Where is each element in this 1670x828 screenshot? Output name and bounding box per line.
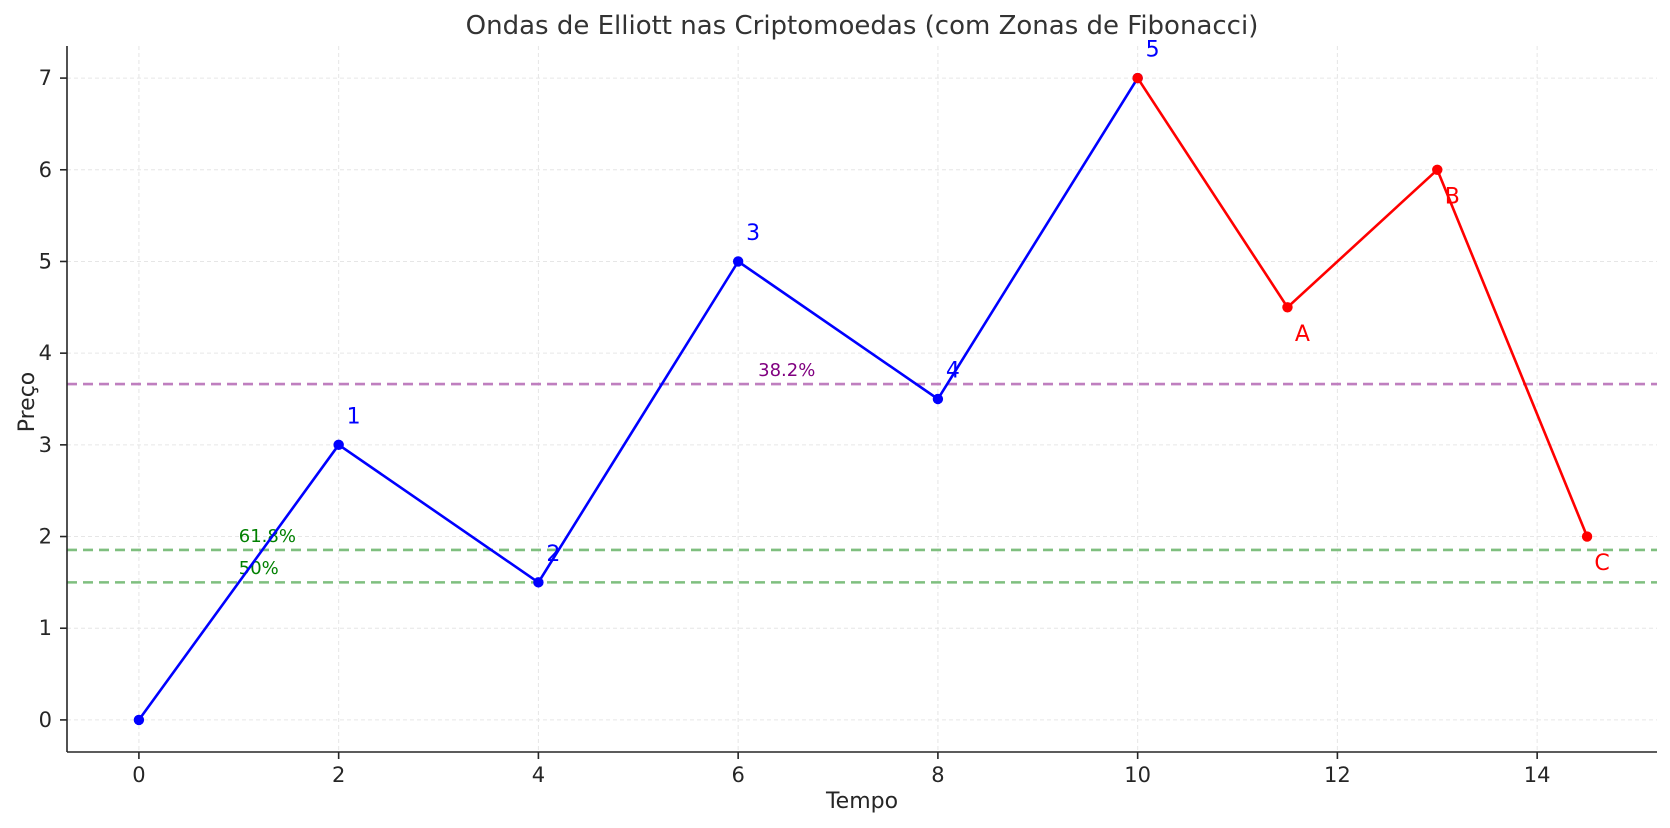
y-axis-ticks: 0 1 2 3 4 5 6 7 — [39, 66, 67, 732]
x-tick-label: 0 — [132, 763, 145, 787]
series — [133, 72, 1593, 726]
x-tick-label: 14 — [1524, 763, 1551, 787]
x-axis-title: Tempo — [825, 789, 898, 814]
y-tick-label: 0 — [39, 708, 52, 732]
x-axis-ticks: 0 2 4 6 8 10 12 14 — [132, 752, 1551, 787]
y-tick-label: 2 — [39, 525, 52, 549]
series-line — [1136, 77, 1589, 537]
data-point — [932, 393, 944, 405]
fib-level-label: 38.2% — [758, 360, 815, 381]
point-labels: 1 2 3 4 5 A B C — [347, 38, 1610, 576]
x-tick-label: 12 — [1324, 763, 1351, 787]
data-point — [333, 439, 344, 451]
data-point — [533, 577, 544, 588]
wave-label: 1 — [347, 404, 361, 429]
fib-level-label: 61.8% — [239, 526, 296, 547]
y-tick-label: 3 — [39, 433, 52, 457]
wave-label: 2 — [546, 542, 560, 567]
chart-title: Ondas de Elliott nas Criptomoedas (com Z… — [466, 11, 1259, 41]
y-tick-label: 1 — [39, 616, 52, 640]
y-tick-label: 7 — [39, 66, 52, 90]
fib-level-label: 50% — [239, 558, 279, 579]
x-tick-label: 6 — [731, 763, 744, 787]
wave-label: C — [1594, 551, 1609, 576]
grid — [67, 46, 1657, 752]
y-axis-title: Preço — [15, 372, 40, 433]
y-tick-label: 4 — [39, 341, 52, 365]
wave-label: 4 — [946, 358, 960, 383]
series-line — [137, 77, 1139, 721]
y-tick-label: 6 — [39, 158, 52, 182]
wave-label: A — [1295, 322, 1310, 347]
data-point — [1581, 531, 1593, 542]
x-tick-label: 4 — [532, 763, 545, 787]
y-tick-label: 5 — [39, 249, 52, 273]
data-point — [732, 256, 744, 267]
x-tick-label: 2 — [332, 763, 345, 787]
x-tick-label: 10 — [1124, 763, 1151, 787]
fibonacci-levels: 38.2% 61.8% 50% — [67, 360, 1657, 584]
data-point — [133, 714, 145, 726]
wave-label: 5 — [1146, 38, 1160, 63]
wave-label: B — [1445, 184, 1460, 209]
data-point — [1132, 72, 1143, 84]
wave-label: 3 — [746, 221, 760, 246]
x-tick-label: 8 — [931, 763, 944, 787]
data-point — [1432, 164, 1443, 175]
data-point — [1282, 302, 1293, 313]
